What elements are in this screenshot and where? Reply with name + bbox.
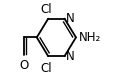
Text: Cl: Cl (40, 62, 52, 75)
Text: Cl: Cl (40, 3, 52, 16)
Text: N: N (65, 12, 74, 25)
Text: NH₂: NH₂ (78, 31, 100, 44)
Text: O: O (19, 60, 28, 72)
Text: N: N (65, 50, 74, 63)
